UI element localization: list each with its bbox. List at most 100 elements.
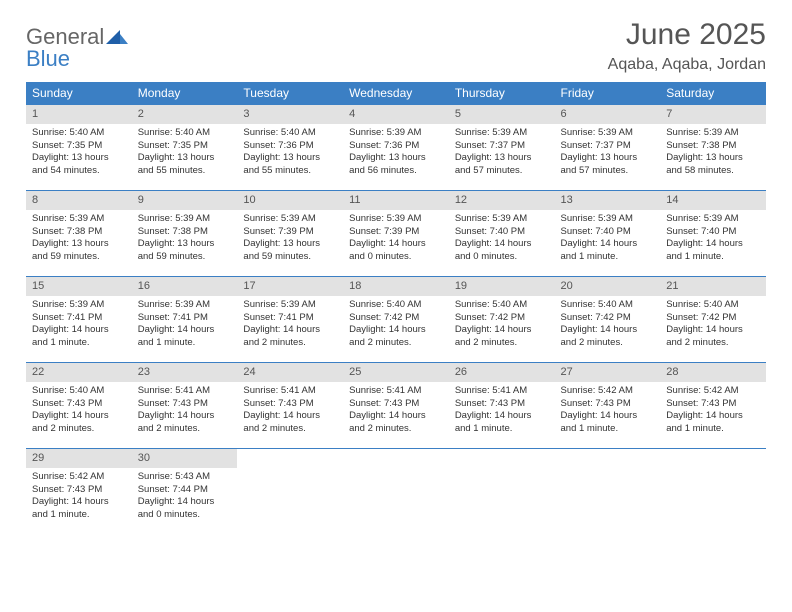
day-cell: 5Sunrise: 5:39 AMSunset: 7:37 PMDaylight… (449, 105, 555, 191)
day-number: 18 (343, 277, 449, 296)
daylight-line: Daylight: 13 hours and 58 minutes. (666, 152, 760, 178)
sunset-line: Sunset: 7:40 PM (455, 226, 549, 239)
sunrise-line: Sunrise: 5:39 AM (32, 299, 126, 312)
day-cell: 30Sunrise: 5:43 AMSunset: 7:44 PMDayligh… (132, 449, 238, 535)
sunset-line: Sunset: 7:42 PM (455, 312, 549, 325)
day-body: Sunrise: 5:40 AMSunset: 7:36 PMDaylight:… (237, 124, 343, 186)
sunset-line: Sunset: 7:36 PM (349, 140, 443, 153)
daylight-line: Daylight: 14 hours and 2 minutes. (349, 324, 443, 350)
sunset-line: Sunset: 7:41 PM (243, 312, 337, 325)
sunset-line: Sunset: 7:35 PM (32, 140, 126, 153)
day-body: Sunrise: 5:41 AMSunset: 7:43 PMDaylight:… (132, 382, 238, 444)
sunrise-line: Sunrise: 5:40 AM (455, 299, 549, 312)
day-cell: 3Sunrise: 5:40 AMSunset: 7:36 PMDaylight… (237, 105, 343, 191)
daylight-line: Daylight: 14 hours and 1 minute. (138, 324, 232, 350)
dayheader-sat: Saturday (660, 82, 766, 105)
day-body: Sunrise: 5:39 AMSunset: 7:37 PMDaylight:… (449, 124, 555, 186)
sunset-line: Sunset: 7:38 PM (666, 140, 760, 153)
day-body: Sunrise: 5:42 AMSunset: 7:43 PMDaylight:… (555, 382, 661, 444)
day-cell: 1Sunrise: 5:40 AMSunset: 7:35 PMDaylight… (26, 105, 132, 191)
daylight-line: Daylight: 13 hours and 59 minutes. (138, 238, 232, 264)
logo-word2: Blue (26, 46, 70, 71)
day-cell: 8Sunrise: 5:39 AMSunset: 7:38 PMDaylight… (26, 191, 132, 277)
day-cell: 11Sunrise: 5:39 AMSunset: 7:39 PMDayligh… (343, 191, 449, 277)
day-body: Sunrise: 5:41 AMSunset: 7:43 PMDaylight:… (449, 382, 555, 444)
day-number: 2 (132, 105, 238, 124)
sunset-line: Sunset: 7:37 PM (455, 140, 549, 153)
sunset-line: Sunset: 7:41 PM (32, 312, 126, 325)
daylight-line: Daylight: 14 hours and 1 minute. (561, 410, 655, 436)
day-body: Sunrise: 5:40 AMSunset: 7:42 PMDaylight:… (660, 296, 766, 358)
day-number: 20 (555, 277, 661, 296)
sunset-line: Sunset: 7:43 PM (455, 398, 549, 411)
day-number: 10 (237, 191, 343, 210)
day-cell: 27Sunrise: 5:42 AMSunset: 7:43 PMDayligh… (555, 363, 661, 449)
sunset-line: Sunset: 7:43 PM (138, 398, 232, 411)
day-number: 21 (660, 277, 766, 296)
dayheader-sun: Sunday (26, 82, 132, 105)
day-header-row: Sunday Monday Tuesday Wednesday Thursday… (26, 82, 766, 105)
sunset-line: Sunset: 7:42 PM (666, 312, 760, 325)
day-number: 5 (449, 105, 555, 124)
sunrise-line: Sunrise: 5:39 AM (32, 213, 126, 226)
sunset-line: Sunset: 7:35 PM (138, 140, 232, 153)
day-number: 22 (26, 363, 132, 382)
day-cell: 23Sunrise: 5:41 AMSunset: 7:43 PMDayligh… (132, 363, 238, 449)
day-cell: 6Sunrise: 5:39 AMSunset: 7:37 PMDaylight… (555, 105, 661, 191)
sunrise-line: Sunrise: 5:39 AM (666, 213, 760, 226)
sunrise-line: Sunrise: 5:40 AM (32, 127, 126, 140)
sunrise-line: Sunrise: 5:40 AM (138, 127, 232, 140)
day-body: Sunrise: 5:41 AMSunset: 7:43 PMDaylight:… (237, 382, 343, 444)
sunrise-line: Sunrise: 5:41 AM (455, 385, 549, 398)
day-cell: 19Sunrise: 5:40 AMSunset: 7:42 PMDayligh… (449, 277, 555, 363)
day-cell: 2Sunrise: 5:40 AMSunset: 7:35 PMDaylight… (132, 105, 238, 191)
daylight-line: Daylight: 14 hours and 2 minutes. (666, 324, 760, 350)
day-cell: 12Sunrise: 5:39 AMSunset: 7:40 PMDayligh… (449, 191, 555, 277)
logo: General Blue (26, 18, 128, 70)
dayheader-fri: Friday (555, 82, 661, 105)
day-cell: 21Sunrise: 5:40 AMSunset: 7:42 PMDayligh… (660, 277, 766, 363)
day-body: Sunrise: 5:39 AMSunset: 7:38 PMDaylight:… (26, 210, 132, 272)
day-cell: 16Sunrise: 5:39 AMSunset: 7:41 PMDayligh… (132, 277, 238, 363)
sunrise-line: Sunrise: 5:39 AM (455, 127, 549, 140)
sunrise-line: Sunrise: 5:42 AM (32, 471, 126, 484)
day-body: Sunrise: 5:39 AMSunset: 7:41 PMDaylight:… (26, 296, 132, 358)
sunset-line: Sunset: 7:40 PM (666, 226, 760, 239)
day-cell (343, 449, 449, 535)
sunset-line: Sunset: 7:39 PM (349, 226, 443, 239)
day-number: 6 (555, 105, 661, 124)
sunset-line: Sunset: 7:44 PM (138, 484, 232, 497)
sunrise-line: Sunrise: 5:41 AM (349, 385, 443, 398)
daylight-line: Daylight: 13 hours and 59 minutes. (32, 238, 126, 264)
day-body: Sunrise: 5:39 AMSunset: 7:40 PMDaylight:… (449, 210, 555, 272)
daylight-line: Daylight: 14 hours and 0 minutes. (455, 238, 549, 264)
sunrise-line: Sunrise: 5:43 AM (138, 471, 232, 484)
daylight-line: Daylight: 14 hours and 1 minute. (561, 238, 655, 264)
day-cell: 14Sunrise: 5:39 AMSunset: 7:40 PMDayligh… (660, 191, 766, 277)
day-cell: 10Sunrise: 5:39 AMSunset: 7:39 PMDayligh… (237, 191, 343, 277)
day-number: 29 (26, 449, 132, 468)
day-cell: 17Sunrise: 5:39 AMSunset: 7:41 PMDayligh… (237, 277, 343, 363)
dayheader-wed: Wednesday (343, 82, 449, 105)
day-number: 9 (132, 191, 238, 210)
header: General Blue June 2025 Aqaba, Aqaba, Jor… (26, 18, 766, 74)
day-body: Sunrise: 5:39 AMSunset: 7:37 PMDaylight:… (555, 124, 661, 186)
sunrise-line: Sunrise: 5:39 AM (455, 213, 549, 226)
daylight-line: Daylight: 13 hours and 57 minutes. (455, 152, 549, 178)
day-body: Sunrise: 5:40 AMSunset: 7:42 PMDaylight:… (449, 296, 555, 358)
sunrise-line: Sunrise: 5:39 AM (561, 213, 655, 226)
sunrise-line: Sunrise: 5:39 AM (243, 299, 337, 312)
sunset-line: Sunset: 7:39 PM (243, 226, 337, 239)
day-cell: 13Sunrise: 5:39 AMSunset: 7:40 PMDayligh… (555, 191, 661, 277)
sunrise-line: Sunrise: 5:42 AM (666, 385, 760, 398)
day-number: 24 (237, 363, 343, 382)
day-number: 12 (449, 191, 555, 210)
sunrise-line: Sunrise: 5:40 AM (32, 385, 126, 398)
day-number: 13 (555, 191, 661, 210)
day-cell (449, 449, 555, 535)
location-text: Aqaba, Aqaba, Jordan (608, 56, 766, 74)
day-cell (237, 449, 343, 535)
day-body: Sunrise: 5:39 AMSunset: 7:36 PMDaylight:… (343, 124, 449, 186)
sunrise-line: Sunrise: 5:39 AM (138, 299, 232, 312)
daylight-line: Daylight: 14 hours and 2 minutes. (138, 410, 232, 436)
